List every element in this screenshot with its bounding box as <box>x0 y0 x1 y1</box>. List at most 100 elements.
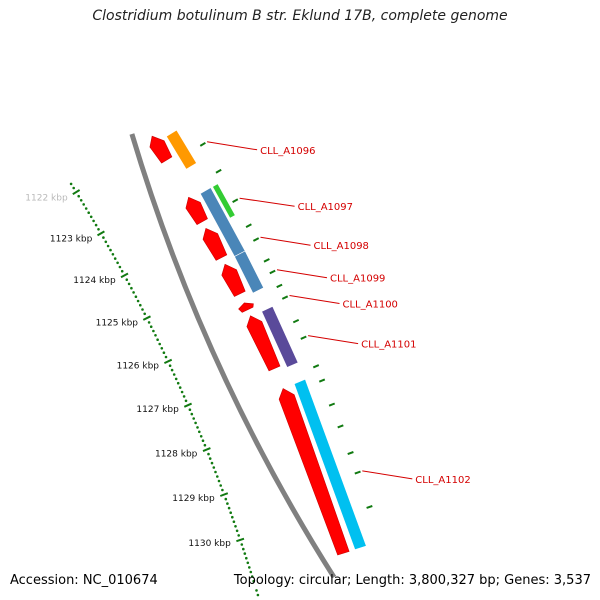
gene-arrow-red-1123[interactable] <box>185 196 208 225</box>
ruler-minor-dot <box>160 347 164 350</box>
feature-marker <box>337 424 344 429</box>
gene-label-CLL_A1098[interactable]: CLL_A1098 <box>314 241 369 252</box>
ruler-minor-dot <box>116 261 119 265</box>
ruler-minor-dot <box>190 412 194 416</box>
feature-CLL_A1101[interactable] <box>261 305 299 368</box>
label-leader-line <box>207 141 258 151</box>
ruler-minor-dot <box>136 299 140 303</box>
ruler-minor-dot <box>87 211 90 214</box>
ruler-minor-dot <box>221 488 224 492</box>
feature-marker <box>263 258 270 263</box>
ruler-minor-dot <box>113 257 117 260</box>
ruler-tick-label: 1124 kbp <box>73 276 116 286</box>
label-leader-line <box>308 335 359 345</box>
ruler-minor-dot <box>219 484 222 487</box>
feature-CLL_A1102[interactable] <box>293 378 367 550</box>
ruler-minor-dot <box>214 470 217 474</box>
ruler-minor-dot <box>109 248 112 252</box>
ruler-minor-dot <box>162 351 166 355</box>
ruler-minor-dot <box>106 244 110 248</box>
feature-marker <box>252 237 260 242</box>
feature-marker <box>328 402 336 407</box>
ruler-minor-dot <box>97 228 100 231</box>
ruler-minor-dot <box>235 529 239 533</box>
feature-marker <box>300 335 307 340</box>
feature-marker <box>232 198 239 203</box>
gene-label-CLL_A1096[interactable]: CLL_A1096 <box>260 146 315 157</box>
gene-arrow-red-1122[interactable] <box>149 135 173 164</box>
ruler-minor-dot <box>234 525 237 528</box>
ruler-minor-dot <box>249 570 253 574</box>
ruler-major-tick <box>72 189 81 196</box>
ruler-minor-dot <box>237 534 240 537</box>
ruler-minor-dot <box>147 321 151 324</box>
feature-marker <box>245 223 252 228</box>
ruler-minor-dot <box>77 194 80 198</box>
ruler-minor-dot <box>188 408 192 412</box>
ruler-minor-dot <box>198 430 201 434</box>
feature-marker <box>276 283 283 289</box>
ruler-minor-dot <box>201 439 205 443</box>
ruler-minor-dot <box>250 575 254 578</box>
gene-arrow-red-1126a[interactable] <box>238 302 254 313</box>
ruler-minor-dot <box>127 282 131 286</box>
ruler-minor-dot <box>72 186 75 190</box>
feature-marker <box>269 269 276 275</box>
ruler-major-tick <box>183 402 193 408</box>
feature-CLL_A1096[interactable] <box>165 129 197 170</box>
gene-label-CLL_A1101[interactable]: CLL_A1101 <box>361 340 416 351</box>
ruler-minor-dot <box>143 312 146 316</box>
ruler-minor-dot <box>102 236 105 239</box>
gene-label-CLL_A1100[interactable]: CLL_A1100 <box>343 300 398 311</box>
ruler-minor-dot <box>174 377 178 381</box>
ruler-minor-dot <box>118 265 122 269</box>
ruler-minor-dot <box>255 589 258 592</box>
feature-CLL_A1099[interactable] <box>234 250 265 294</box>
feature-track: CLL_A1096 CLL_A1097 CLL_A1098 CLL_A1099 CLL_… <box>165 129 471 550</box>
gene-label-CLL_A1099[interactable]: CLL_A1099 <box>330 274 385 285</box>
feature-marker <box>366 505 373 509</box>
feature-marker <box>347 451 354 456</box>
ruler-minor-dot <box>184 399 188 403</box>
gene-label-CLL_A1102[interactable]: CLL_A1102 <box>415 475 470 486</box>
ruler-minor-dot <box>224 497 228 501</box>
ruler-minor-dot <box>168 364 172 368</box>
genome-title: Clostridium botulinum B str. Eklund 17B,… <box>92 8 508 24</box>
ruler: 1122 kbp 1123 kbp 1124 kbp 1125 kbp 1126 kbp… <box>25 182 260 597</box>
ruler-minor-dot <box>196 426 199 429</box>
feature-marker <box>292 318 300 324</box>
ruler-minor-dot <box>245 556 248 560</box>
ruler-minor-dot <box>229 511 232 514</box>
feature-CLL_A1097[interactable] <box>212 183 236 219</box>
ruler-minor-dot <box>182 395 186 398</box>
ruler-minor-dot <box>139 303 142 307</box>
gene-label-CLL_A1097[interactable]: CLL_A1097 <box>298 202 353 213</box>
gene-arrow-red-1128[interactable] <box>278 388 350 556</box>
ruler-minor-dot <box>203 443 207 447</box>
ruler-minor-dot <box>252 579 255 583</box>
ruler-major-tick <box>202 447 211 453</box>
label-leader-line <box>362 470 413 480</box>
ruler-minor-dot <box>231 515 234 519</box>
ruler-major-tick <box>219 492 229 497</box>
ruler-tick-label: 1126 kbp <box>117 362 160 372</box>
ruler-tick-label: 1128 kbp <box>155 449 198 459</box>
gene-arrow-red-1125[interactable] <box>221 263 246 297</box>
ruler-minor-dot <box>243 552 247 555</box>
ruler-minor-dot <box>158 342 161 346</box>
ruler-minor-dot <box>69 182 73 186</box>
ruler-minor-dot <box>256 593 260 597</box>
gene-arrow-red-1126b[interactable] <box>246 315 281 372</box>
ruler-minor-dot <box>156 338 159 342</box>
feature-marker <box>199 141 206 147</box>
feature-marker <box>215 168 222 174</box>
ruler-minor-dot <box>141 308 144 311</box>
ruler-minor-dot <box>79 199 83 202</box>
ruler-major-tick <box>163 358 173 365</box>
ruler-tick-label: 1125 kbp <box>96 319 139 329</box>
gene-arrow-red-1124[interactable] <box>202 227 228 261</box>
ruler-minor-dot <box>89 215 93 219</box>
ruler-major-tick <box>120 272 129 279</box>
ruler-minor-dot <box>217 479 221 483</box>
